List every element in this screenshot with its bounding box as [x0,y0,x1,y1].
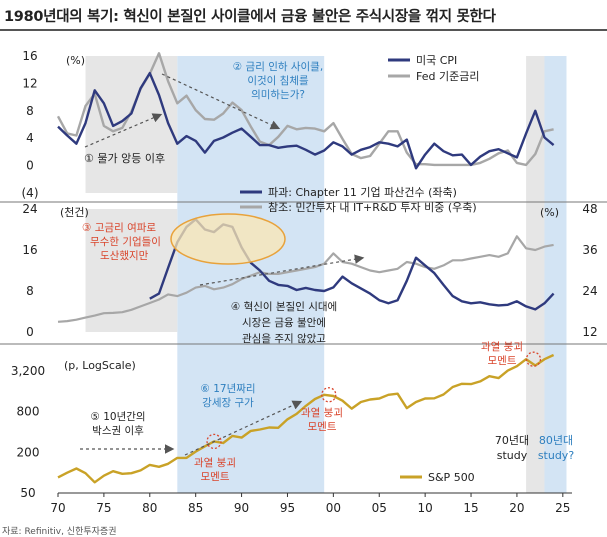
unit-label: (p, LogScale) [64,359,136,372]
series-line-it-rd-share [57,235,554,323]
y-tick-label-left: 0 [26,325,34,339]
y-tick-label: 3,200 [11,364,45,378]
annotation-label: ⑤ 10년간의 [90,411,145,423]
annotation-label: 모멘트 [488,355,517,367]
annotation-label: ② 금리 인하 사이클, [233,60,323,73]
annotation-label: 의미하는가? [251,88,305,101]
burst-marker-2022 [525,351,542,367]
legend-item-sp500: S&P 500 [428,471,475,484]
annotation-label: ④ 혁신이 본질인 시대에 [231,301,337,313]
arrow-annotation [84,113,163,148]
x-tick-label: 15 [463,501,478,515]
y-tick-label-left: 24 [22,202,37,216]
series-line-us-cpi [57,71,555,170]
annotation-label: 모멘트 [308,421,337,433]
unit-label-right: (%) [540,206,559,219]
annotation-label: 관심을 주지 않았고 [242,333,326,345]
annotation-label: 이것이 침체를 [247,75,309,87]
shade-70s-top [85,56,178,193]
annotation-label: 무수한 기업들이 [90,235,161,248]
y-tick-label: 200 [17,445,40,459]
x-tick-label: 05 [372,501,387,515]
burst-marker-2000 [321,387,337,403]
y-tick-label: 50 [20,486,35,500]
legend-item-us-cpi: 미국 CPI [416,54,457,67]
shade-2023 [544,56,567,493]
y-tick-label: 16 [22,49,37,63]
y-tick-label-right: 12 [582,325,597,339]
y-tick-label-left: 8 [26,284,34,298]
shade-70s-mid [85,209,178,332]
x-tick-label: 00 [326,501,341,515]
y-tick-label: 12 [22,76,37,90]
x-tick-label: 10 [418,501,433,515]
shade-2021 [526,56,545,493]
series-lines [56,52,555,484]
annotation-label: 박스권 이후 [92,425,144,437]
x-tick-label: 90 [234,501,249,515]
annotation-label: 과열 붕괴 [481,341,523,353]
burst-marker-1987 [206,433,222,450]
annotation-layer [80,73,542,456]
y-tick-label: (4) [22,186,39,200]
title-divider [0,29,607,31]
x-tick-label: 20 [509,501,524,515]
legend-item-it-rd-share: 참조: 민간투자 내 IT+R&D 투자 비중 (우축) [268,201,477,214]
x-tick-label: 75 [96,501,111,515]
y-tick-label-right: 48 [582,202,597,216]
annotation-label: 도산했지만 [100,250,149,262]
unit-label-left: (천건) [60,205,89,219]
annotation-label: ① 물가 앙등 이후 [84,152,165,165]
annotation-label: 모멘트 [201,471,230,483]
x-tick-label: 95 [280,501,295,515]
legend-item-chapter11: 파과: Chapter 11 기업 파산건수 (좌축) [268,186,457,199]
y-tick-label-right: 24 [582,284,597,298]
x-tick-label: 80 [142,501,157,515]
series-line-sp500 [57,353,555,484]
annotation-label: 과열 붕괴 [301,407,343,419]
source-note: 자료: Refinitiv, 신한투자증권 [2,527,117,537]
legend-item-fed-rate: Fed 기준금리 [416,70,479,83]
x-tick-label: 70 [50,501,65,515]
y-tick-label: 800 [17,405,40,419]
annotation-label: 시장은 금융 불안에 [242,317,326,329]
y-tick-label: 8 [26,104,34,118]
annotation-label: study [497,449,528,462]
annotation-label: 강세장 구가 [202,397,254,409]
highlight-ellipse [170,213,286,265]
unit-label: (%) [66,54,85,67]
annotation-label: ⑥ 17년짜리 [200,383,255,395]
annotation-label: 70년대 [495,434,529,447]
y-tick-label-left: 16 [22,243,37,257]
y-tick-label: 0 [26,159,34,173]
annotation-label: 과열 붕괴 [194,457,236,469]
annotation-label: study? [538,449,575,462]
period-shading [85,56,567,493]
y-tick-label: 4 [26,131,34,145]
x-tick-label: 25 [555,501,570,515]
annotation-label: ③ 고금리 여파로 [82,222,156,234]
y-tick-label-right: 36 [582,243,597,257]
x-tick-label: 85 [188,501,203,515]
page-title: 1980년대의 복기: 혁신이 본질인 사이클에서 금융 불안은 주식시장을 꺾… [4,9,496,25]
annotation-label: 80년대 [539,434,573,447]
